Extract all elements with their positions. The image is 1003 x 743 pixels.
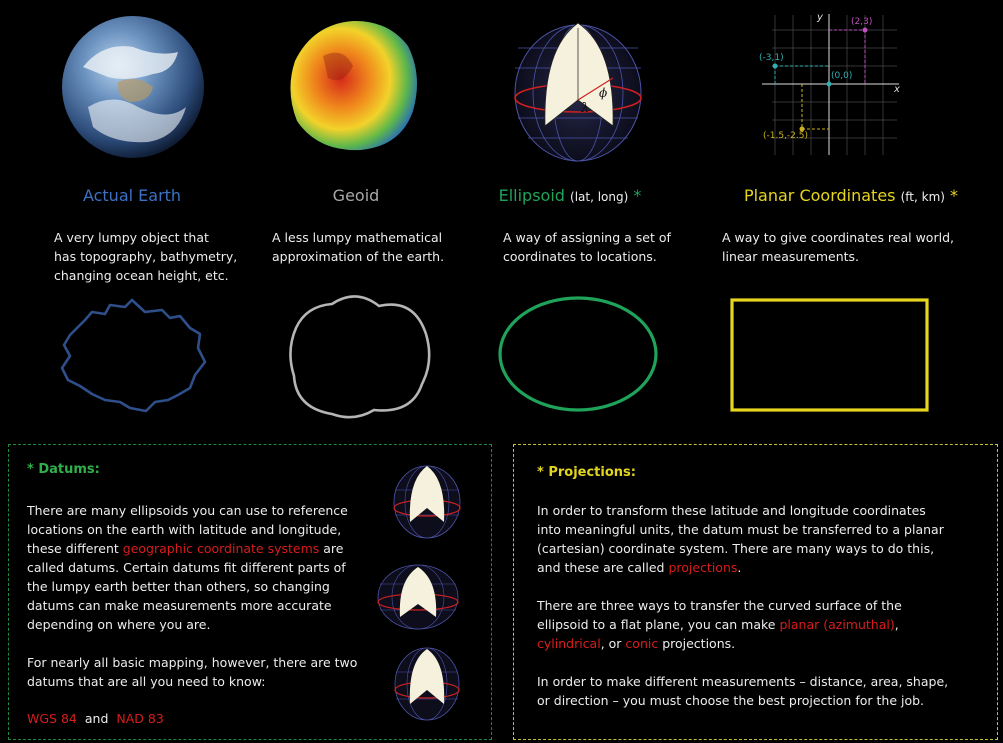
datums-paragraph-2: For nearly all basic mapping, however, t… bbox=[27, 655, 358, 689]
actual-earth-image bbox=[62, 16, 204, 158]
geographic-coordinate-systems-term: geographic coordinate systems bbox=[122, 541, 320, 556]
planar-azimuthal-term: planar (azimuthal) bbox=[779, 617, 895, 632]
geoid-image bbox=[290, 20, 417, 151]
ellipsoid-description: A way of assigning a set of coordinates … bbox=[503, 230, 671, 264]
datums-paragraph-1: There are many ellipsoids you can use to… bbox=[27, 503, 348, 632]
point-label: (-3,1) bbox=[759, 53, 784, 63]
projections-paragraph-2: There are three ways to transfer the cur… bbox=[537, 598, 902, 651]
geoid-description: A less lumpy mathematical approximation … bbox=[272, 230, 445, 264]
actual-earth-description: A very lumpy object that has topography,… bbox=[54, 230, 238, 283]
projections-heading: * Projections: bbox=[537, 465, 636, 480]
geoid-title: Geoid bbox=[332, 186, 380, 205]
point-label: (0,0) bbox=[831, 71, 852, 81]
point-label: (2,3) bbox=[851, 17, 872, 27]
x-axis-label: x bbox=[893, 84, 900, 95]
wgs84-label: WGS 84 bbox=[27, 711, 77, 726]
cylindrical-term: cylindrical bbox=[537, 636, 601, 651]
ellipsoid-title: Ellipsoid (lat, long) * bbox=[498, 186, 642, 205]
planar-coordinates-title: Planar Coordinates (ft, km) * bbox=[743, 186, 959, 205]
actual-earth-outline bbox=[60, 298, 207, 413]
datum-ellipsoid-3 bbox=[394, 647, 460, 721]
datums-heading: * Datums: bbox=[27, 462, 100, 477]
projections-paragraph-1: In order to transform these latitude and… bbox=[537, 503, 944, 575]
planar-coordinate-plot: x y (2,3) (-3,1) (0,0) (-1.5,-2.5) bbox=[759, 12, 900, 155]
y-axis-label: y bbox=[816, 12, 824, 23]
projections-panel bbox=[513, 444, 998, 740]
datums-panel bbox=[8, 444, 492, 740]
planar-description: A way to give coordinates real world, li… bbox=[722, 230, 954, 264]
geoid-outline bbox=[289, 295, 431, 419]
projections-paragraph-3: In order to make different measurements … bbox=[537, 674, 949, 708]
conic-term: conic bbox=[625, 636, 659, 651]
datum-ellipsoid-1 bbox=[393, 465, 461, 539]
phi-label: ϕ bbox=[599, 86, 607, 100]
planar-rectangle-outline bbox=[730, 298, 929, 412]
actual-earth-title: Actual Earth bbox=[82, 186, 182, 205]
lambda-label: λ bbox=[580, 101, 589, 116]
projections-term: projections bbox=[668, 560, 738, 575]
nad83-label: NAD 83 bbox=[116, 711, 164, 726]
ellipsoid-outline bbox=[498, 296, 658, 412]
ellipsoid-image: λ ϕ bbox=[514, 22, 642, 162]
datum-ellipsoid-2 bbox=[377, 564, 459, 630]
point-label: (-1.5,-2.5) bbox=[763, 131, 808, 141]
datum-names: WGS 84 and NAD 83 bbox=[27, 711, 164, 726]
